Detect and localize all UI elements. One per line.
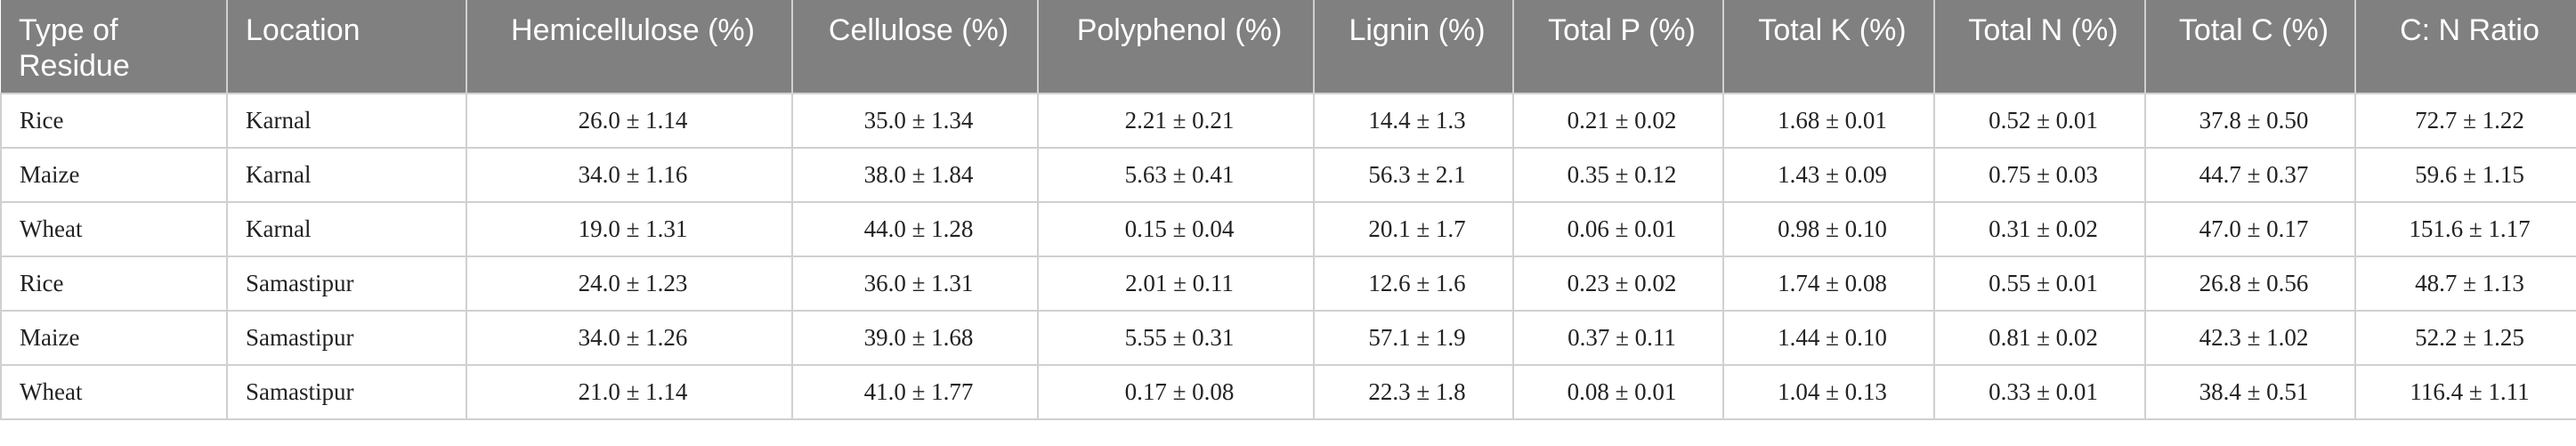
cell-cellulose: 35.0 ± 1.34 (791, 93, 1039, 149)
cell-location: Karnal (226, 147, 467, 203)
cell-total-c: 44.7 ± 0.37 (2144, 147, 2356, 203)
cell-total-n: 0.75 ± 0.03 (1933, 147, 2146, 203)
header-hemicellulose: Hemicellulose (%) (466, 0, 793, 93)
cell-cn-ratio: 48.7 ± 1.13 (2354, 255, 2576, 312)
cell-type: Wheat (0, 364, 228, 420)
header-cellulose: Cellulose (%) (792, 0, 1039, 93)
cell-type: Maize (0, 310, 228, 366)
cell-location: Karnal (226, 201, 467, 257)
cell-cellulose: 36.0 ± 1.31 (791, 255, 1039, 312)
cell-total-c: 47.0 ± 0.17 (2144, 201, 2356, 257)
cell-lignin: 56.3 ± 2.1 (1313, 147, 1514, 203)
header-row: Type of Residue Location Hemicellulose (… (1, 0, 2576, 93)
table-row: Maize Samastipur 34.0 ± 1.26 39.0 ± 1.68… (0, 310, 2576, 366)
cell-cn-ratio: 116.4 ± 1.11 (2354, 364, 2576, 420)
cell-total-n: 0.55 ± 0.01 (1933, 255, 2146, 312)
table-row: Wheat Samastipur 21.0 ± 1.14 41.0 ± 1.77… (0, 364, 2576, 420)
cell-polyphenol: 0.15 ± 0.04 (1037, 201, 1315, 257)
cell-cn-ratio: 151.6 ± 1.17 (2354, 201, 2576, 257)
header-polyphenol: Polyphenol (%) (1038, 0, 1315, 93)
cell-total-n: 0.52 ± 0.01 (1933, 93, 2146, 149)
cell-lignin: 12.6 ± 1.6 (1313, 255, 1514, 312)
cell-lignin: 20.1 ± 1.7 (1313, 201, 1514, 257)
header-total-n: Total N (%) (1934, 0, 2146, 93)
cell-total-c: 38.4 ± 0.51 (2144, 364, 2356, 420)
cell-hemicellulose: 21.0 ± 1.14 (466, 364, 793, 420)
cell-polyphenol: 5.63 ± 0.41 (1037, 147, 1315, 203)
header-lignin: Lignin (%) (1314, 0, 1514, 93)
cell-cn-ratio: 72.7 ± 1.22 (2354, 93, 2576, 149)
cell-total-c: 26.8 ± 0.56 (2144, 255, 2356, 312)
cell-total-k: 0.98 ± 0.10 (1722, 201, 1935, 257)
cell-hemicellulose: 34.0 ± 1.16 (466, 147, 793, 203)
cell-polyphenol: 2.21 ± 0.21 (1037, 93, 1315, 149)
cell-total-c: 42.3 ± 1.02 (2144, 310, 2356, 366)
table-row: Rice Samastipur 24.0 ± 1.23 36.0 ± 1.31 … (0, 255, 2576, 312)
cell-cellulose: 39.0 ± 1.68 (791, 310, 1039, 366)
table-row: Wheat Karnal 19.0 ± 1.31 44.0 ± 1.28 0.1… (0, 201, 2576, 257)
cell-cn-ratio: 59.6 ± 1.15 (2354, 147, 2576, 203)
cell-hemicellulose: 24.0 ± 1.23 (466, 255, 793, 312)
table-row: Maize Karnal 34.0 ± 1.16 38.0 ± 1.84 5.6… (0, 147, 2576, 203)
cell-location: Samastipur (226, 310, 467, 366)
cell-type: Rice (0, 93, 228, 149)
cell-lignin: 14.4 ± 1.3 (1313, 93, 1514, 149)
header-total-p: Total P (%) (1513, 0, 1724, 93)
cell-total-k: 1.74 ± 0.08 (1722, 255, 1935, 312)
cell-total-k: 1.44 ± 0.10 (1722, 310, 1935, 366)
cell-total-p: 0.08 ± 0.01 (1512, 364, 1724, 420)
cell-total-p: 0.21 ± 0.02 (1512, 93, 1724, 149)
cell-type: Rice (0, 255, 228, 312)
cell-total-c: 37.8 ± 0.50 (2144, 93, 2356, 149)
cell-hemicellulose: 34.0 ± 1.26 (466, 310, 793, 366)
cell-polyphenol: 5.55 ± 0.31 (1037, 310, 1315, 366)
cell-total-n: 0.81 ± 0.02 (1933, 310, 2146, 366)
cell-total-k: 1.04 ± 0.13 (1722, 364, 1935, 420)
header-cn-ratio: C: N Ratio (2355, 0, 2576, 93)
cell-type: Maize (0, 147, 228, 203)
cell-total-p: 0.35 ± 0.12 (1512, 147, 1724, 203)
cell-polyphenol: 2.01 ± 0.11 (1037, 255, 1315, 312)
cell-total-p: 0.06 ± 0.01 (1512, 201, 1724, 257)
cell-polyphenol: 0.17 ± 0.08 (1037, 364, 1315, 420)
residue-composition-table: Type of Residue Location Hemicellulose (… (0, 0, 2576, 420)
cell-lignin: 22.3 ± 1.8 (1313, 364, 1514, 420)
cell-total-p: 0.37 ± 0.11 (1512, 310, 1724, 366)
cell-hemicellulose: 26.0 ± 1.14 (466, 93, 793, 149)
cell-type: Wheat (0, 201, 228, 257)
cell-cellulose: 38.0 ± 1.84 (791, 147, 1039, 203)
cell-cellulose: 44.0 ± 1.28 (791, 201, 1039, 257)
cell-total-n: 0.33 ± 0.01 (1933, 364, 2146, 420)
cell-total-k: 1.43 ± 0.09 (1722, 147, 1935, 203)
cell-location: Samastipur (226, 364, 467, 420)
cell-lignin: 57.1 ± 1.9 (1313, 310, 1514, 366)
header-type-of-residue: Type of Residue (1, 0, 228, 93)
cell-location: Samastipur (226, 255, 467, 312)
header-total-k: Total K (%) (1723, 0, 1935, 93)
cell-location: Karnal (226, 93, 467, 149)
cell-cn-ratio: 52.2 ± 1.25 (2354, 310, 2576, 366)
table-row: Rice Karnal 26.0 ± 1.14 35.0 ± 1.34 2.21… (0, 93, 2576, 149)
header-total-c: Total C (%) (2145, 0, 2356, 93)
cell-cellulose: 41.0 ± 1.77 (791, 364, 1039, 420)
cell-total-p: 0.23 ± 0.02 (1512, 255, 1724, 312)
cell-hemicellulose: 19.0 ± 1.31 (466, 201, 793, 257)
cell-total-n: 0.31 ± 0.02 (1933, 201, 2146, 257)
header-location: Location (227, 0, 467, 93)
cell-total-k: 1.68 ± 0.01 (1722, 93, 1935, 149)
